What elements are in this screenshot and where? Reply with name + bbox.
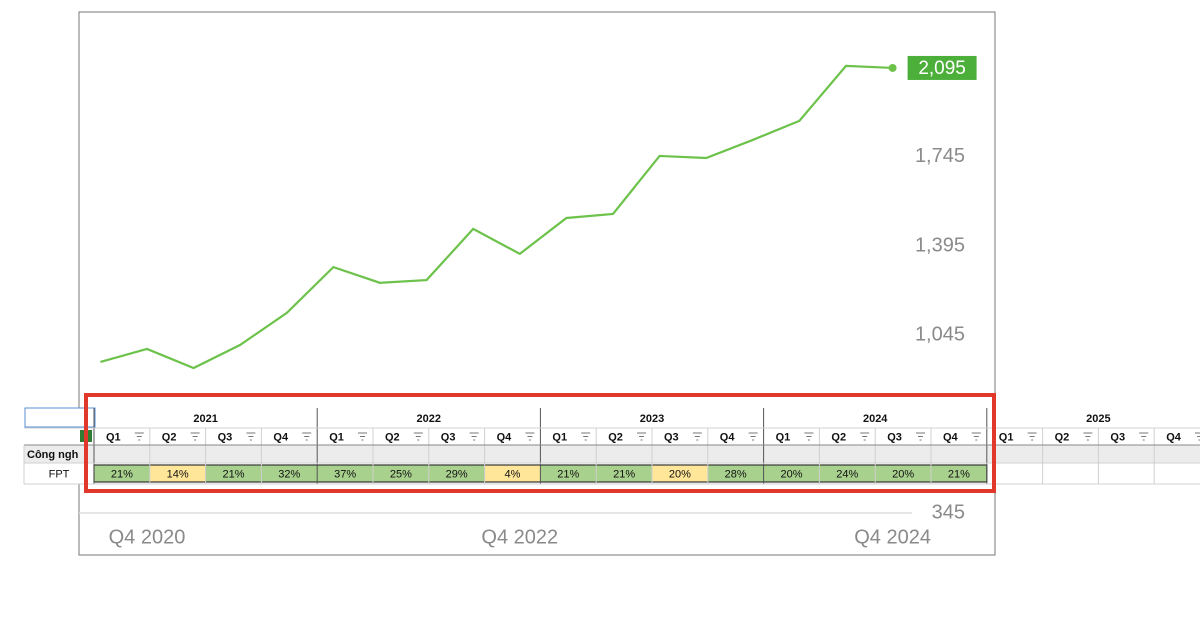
spreadsheet: 21% 14% 21% 32% 37% 25% 29% 4% 21% 21% 20% 28% 20% 24… xyxy=(23,407,1200,485)
cell-value: 21% xyxy=(222,468,244,480)
quarter-header: Q2 xyxy=(162,431,177,443)
quarter-header: Q3 xyxy=(441,431,456,443)
quarter-header: Q1 xyxy=(329,431,344,443)
quarter-header: Q4 xyxy=(720,431,736,443)
chart: 345 1,045 1,395 1,745 Q4 2020 Q4 2022 Q4 2024 2… xyxy=(100,55,977,548)
quarter-header: Q3 xyxy=(664,431,679,443)
filter-button xyxy=(692,432,702,441)
quarter-header: Q2 xyxy=(831,431,846,443)
quarter-header: Q1 xyxy=(776,431,791,443)
y-tick-label: 1,045 xyxy=(915,323,965,345)
quarter-header: Q1 xyxy=(999,431,1014,443)
quarter-header: Q3 xyxy=(218,431,233,443)
cell-value: 21% xyxy=(613,468,635,480)
year-header: 2021 xyxy=(193,413,217,425)
cell-value: 4% xyxy=(505,468,521,480)
selected-cell xyxy=(24,407,96,428)
x-tick-label: Q4 2020 xyxy=(109,526,186,548)
year-header: 2024 xyxy=(863,413,888,425)
cell-value: 32% xyxy=(278,468,300,480)
end-point xyxy=(888,63,897,72)
quarter-header: Q4 xyxy=(497,431,513,443)
cell-value: 14% xyxy=(167,468,189,480)
cell-value: 20% xyxy=(892,468,914,480)
filter-button xyxy=(413,432,423,441)
filter-button xyxy=(916,432,925,441)
value-label-box xyxy=(907,55,977,80)
cell-value: 25% xyxy=(390,468,412,480)
y-tick-label: 1,395 xyxy=(915,234,965,256)
filter-button xyxy=(637,432,646,441)
filter-button xyxy=(358,432,367,441)
group-row-label: Công ngh xyxy=(27,449,79,461)
quarter-header: Q3 xyxy=(887,431,902,443)
x-tick-label: Q4 2022 xyxy=(481,526,558,548)
cell-value: 21% xyxy=(111,468,133,480)
filter-button xyxy=(804,432,814,441)
y-tick-label: 345 xyxy=(932,501,965,523)
row-label: FPT xyxy=(49,468,70,480)
quarter-header: Q1 xyxy=(552,431,567,443)
filter-button xyxy=(134,432,144,441)
filter-button xyxy=(1139,432,1149,441)
filter-button xyxy=(581,432,591,441)
filter-button xyxy=(860,432,870,441)
value-label: 2,095 xyxy=(918,58,966,79)
cell-value: 28% xyxy=(725,468,747,480)
y-tick-label: 1,745 xyxy=(915,145,965,167)
highlight-box xyxy=(84,393,996,493)
filter-button xyxy=(525,432,535,441)
year-header: 2022 xyxy=(417,413,441,425)
quarter-header: Q3 xyxy=(1110,431,1125,443)
filter-button xyxy=(246,432,256,441)
filter-button xyxy=(1083,432,1093,441)
cell-value: 20% xyxy=(669,468,691,480)
cell-value: 24% xyxy=(836,468,858,480)
cell-value: 20% xyxy=(780,468,802,480)
filter-button xyxy=(302,432,312,441)
filter-button xyxy=(1027,432,1037,441)
cell-value: 37% xyxy=(334,468,356,480)
quarter-header: Q4 xyxy=(273,431,289,443)
cell-value: 29% xyxy=(446,468,468,480)
year-header: 2025 xyxy=(1086,413,1110,425)
quarter-header: Q2 xyxy=(1055,431,1070,443)
year-header: 2023 xyxy=(640,413,664,425)
quarter-header: Q2 xyxy=(608,431,623,443)
data-line xyxy=(100,64,893,370)
filter-button xyxy=(469,432,479,441)
quarter-header: Q4 xyxy=(1166,431,1182,443)
x-tick-label: Q4 2024 xyxy=(854,526,931,548)
quarter-header: Q1 xyxy=(106,431,121,443)
quarter-header: Q4 xyxy=(943,431,959,443)
cell-value: 21% xyxy=(948,468,970,480)
filter-button xyxy=(190,432,200,441)
cell-value: 21% xyxy=(557,468,579,480)
group-row-bg xyxy=(24,445,1200,463)
filter-button xyxy=(971,432,981,441)
quarter-header: Q2 xyxy=(385,431,400,443)
filter-button xyxy=(748,432,758,441)
